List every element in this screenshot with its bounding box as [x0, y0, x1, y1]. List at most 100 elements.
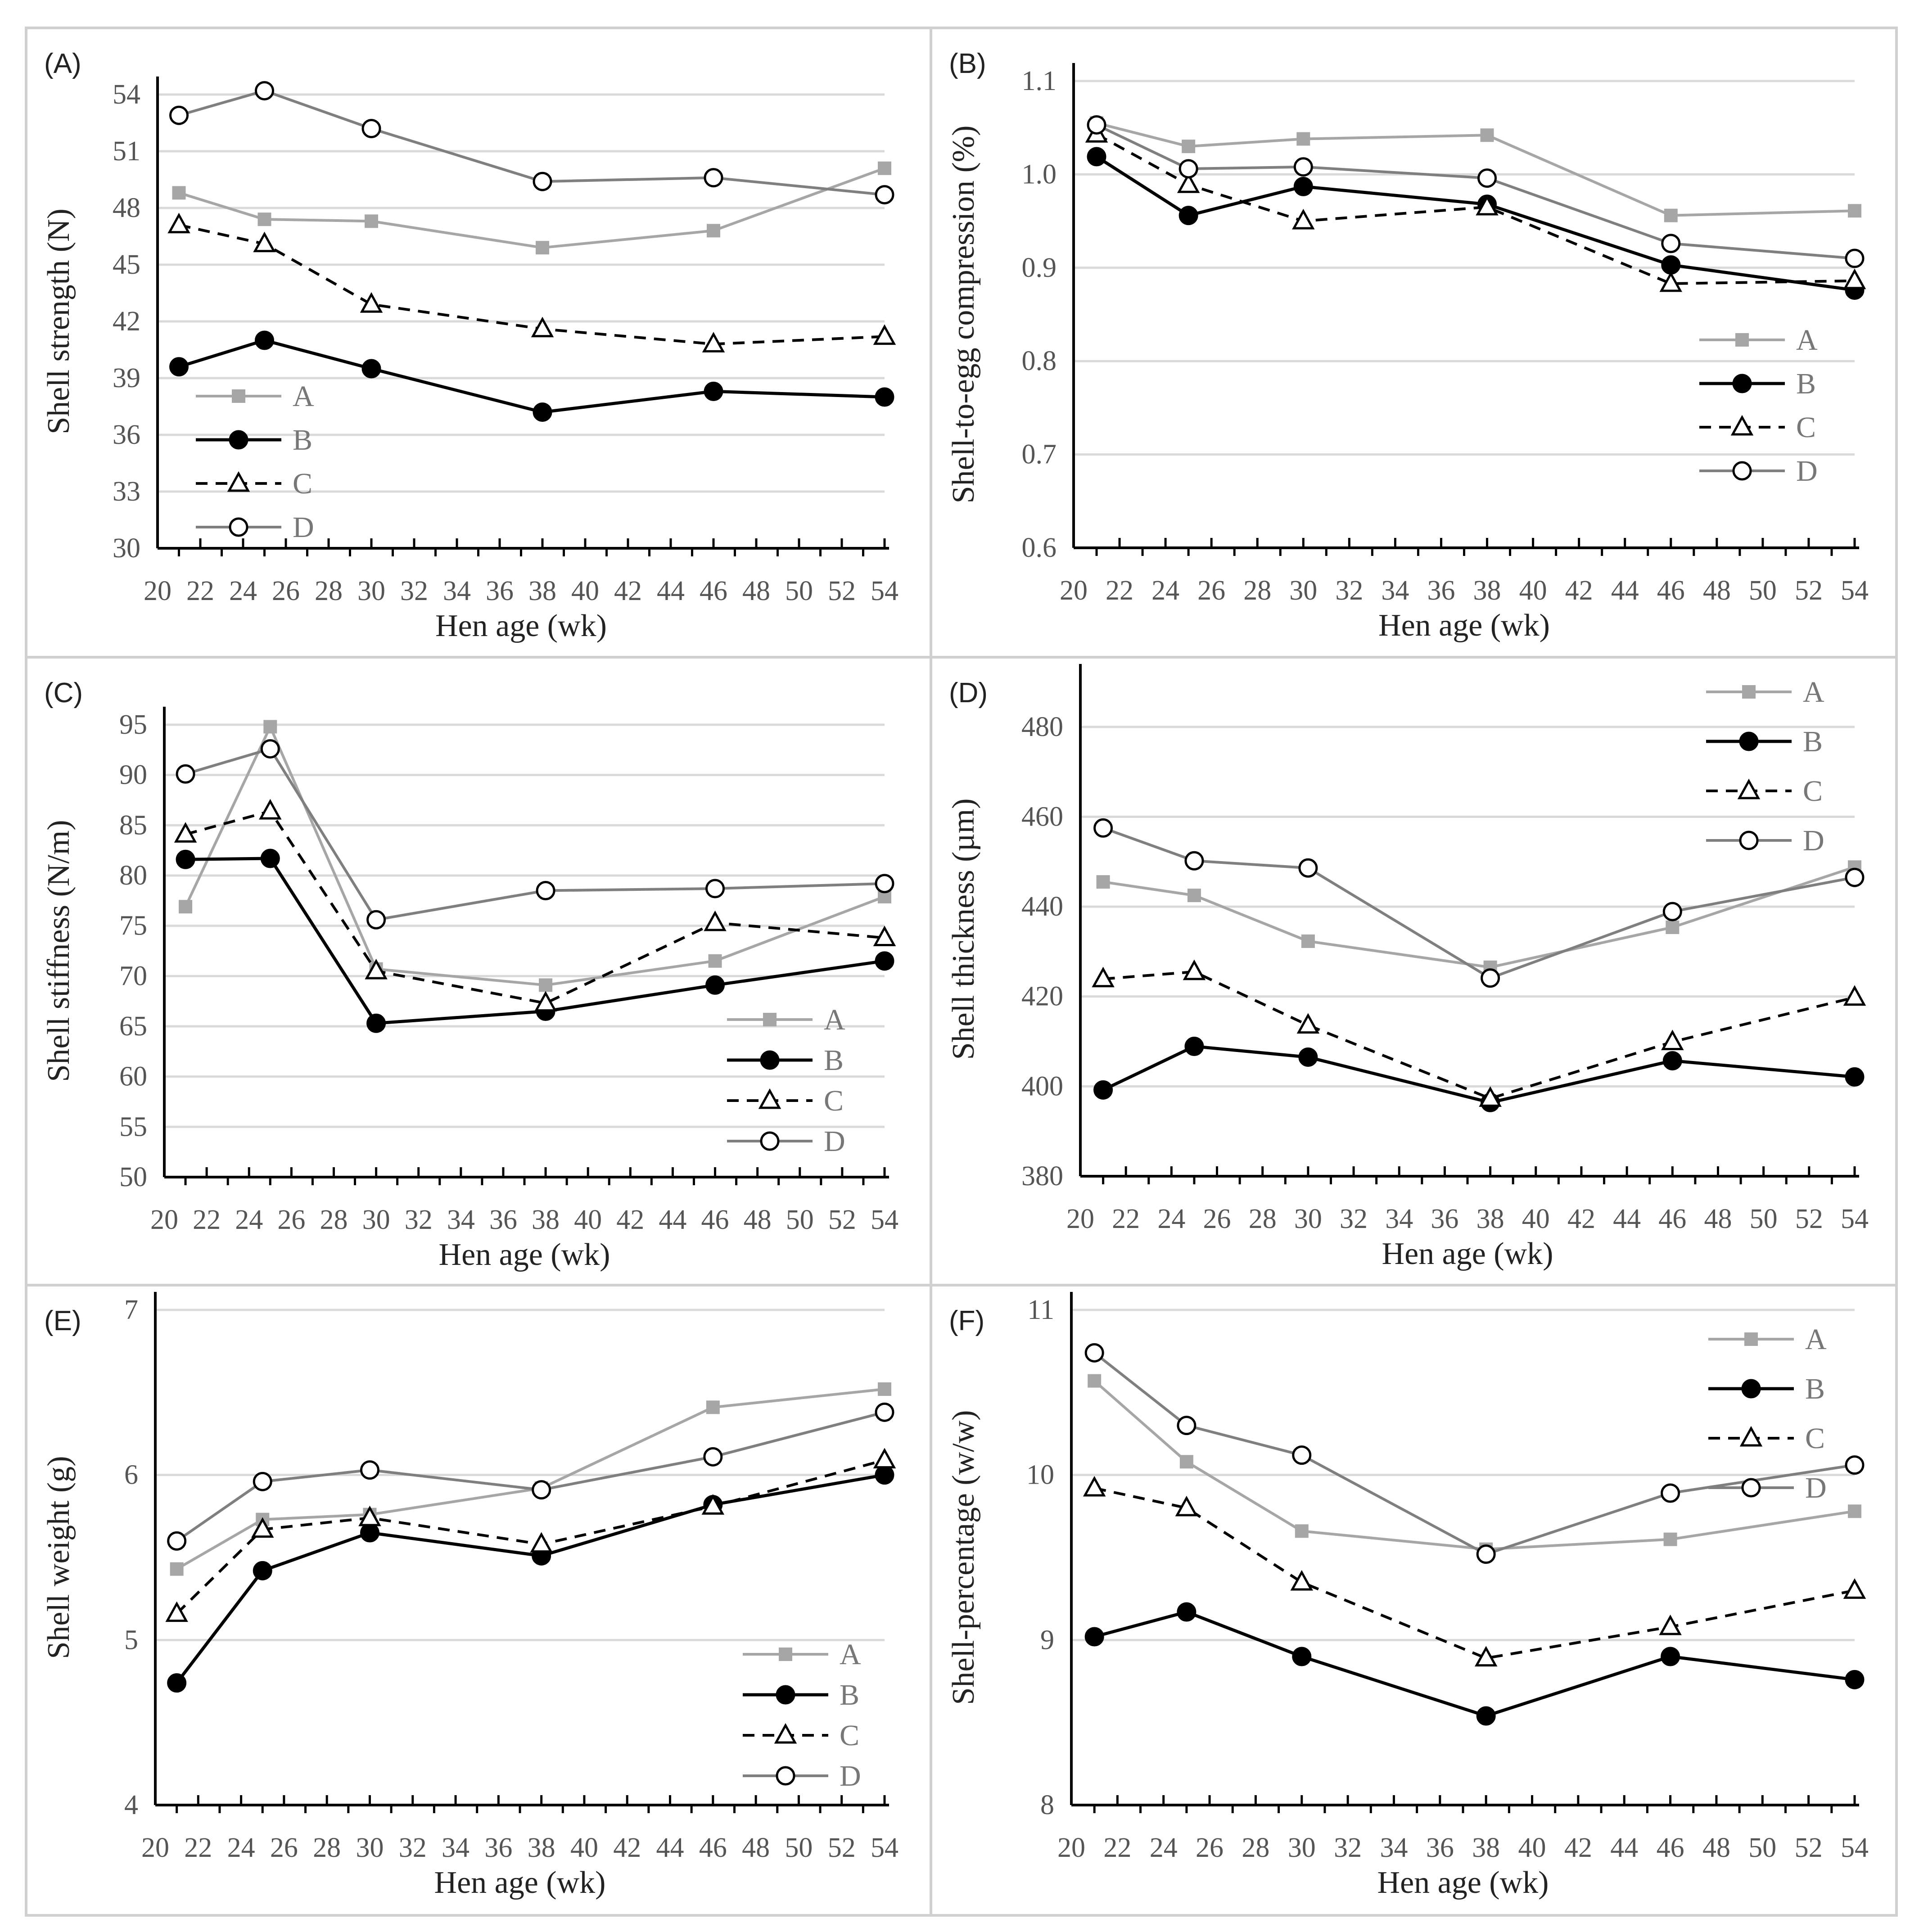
data-point-D — [360, 1460, 379, 1480]
y-tick-label: 1.0 — [1022, 159, 1057, 190]
series-B — [1087, 147, 1865, 300]
data-point-C — [1843, 1578, 1866, 1599]
legend-item-D: D — [196, 511, 314, 544]
data-point-C — [534, 991, 557, 1012]
y-tick-label: 33 — [113, 476, 140, 507]
series-C — [167, 212, 896, 352]
x-tick-label: 46 — [1657, 575, 1685, 606]
series-line-B — [1096, 155, 1855, 292]
x-tick-label: 28 — [1242, 1833, 1269, 1863]
x-tick-label: 40 — [571, 576, 599, 606]
y-tick-label: 70 — [119, 961, 147, 991]
legend-label: C — [1803, 775, 1823, 808]
data-point-C — [1843, 268, 1866, 289]
legend-label: D — [824, 1125, 845, 1158]
data-point-A — [1848, 204, 1861, 218]
y-tick-label: 5 — [124, 1625, 138, 1655]
y-tick-label: 420 — [1021, 981, 1063, 1012]
x-tick-label: 38 — [1472, 1833, 1500, 1863]
panel-label: (F) — [949, 1305, 984, 1336]
x-tick-label: 26 — [270, 1833, 298, 1863]
legend-item-B: B — [743, 1679, 859, 1711]
data-point-D — [1178, 159, 1198, 179]
x-tick-label: 48 — [1702, 1833, 1730, 1863]
chart-panel: (F) 8 9 10 11 20 22 24 26 28 30 32 34 36 38 40 42 44 46 48 5… — [930, 1284, 1898, 1917]
data-point-A — [365, 214, 378, 228]
data-point-D — [704, 168, 723, 188]
data-point-A — [257, 212, 271, 226]
series-line-D — [178, 89, 885, 196]
x-tick-label: 50 — [786, 1205, 814, 1235]
panel-label: (B) — [949, 48, 986, 79]
legend-item-B: B — [1708, 1372, 1825, 1405]
panel-label: (C) — [44, 677, 83, 709]
data-point-C — [1296, 1013, 1320, 1034]
data-point-B — [1292, 1647, 1312, 1666]
data-point-D — [167, 1531, 187, 1551]
data-point-A — [878, 161, 891, 175]
legend-marker-C — [774, 1723, 797, 1744]
data-point-B — [1177, 1602, 1197, 1622]
y-tick-label: 0.7 — [1022, 439, 1057, 470]
legend-label: B — [840, 1679, 859, 1711]
x-tick-label: 46 — [701, 1205, 729, 1235]
x-tick-label: 32 — [405, 1205, 433, 1235]
data-point-D — [255, 81, 274, 101]
series-line-C — [1094, 1487, 1855, 1660]
y-tick-label: 400 — [1021, 1071, 1063, 1101]
data-point-B — [169, 357, 189, 377]
series-D — [1084, 1343, 1865, 1564]
data-point-D — [176, 764, 195, 784]
x-tick-label: 46 — [699, 1833, 727, 1863]
x-tick-label: 50 — [1748, 1833, 1776, 1863]
x-tick-label: 32 — [400, 576, 428, 606]
data-point-B — [255, 330, 274, 350]
chart-panel: (E) 4 5 6 7 20 22 24 26 28 30 32 34 36 38 40 42 44 46 48 50 5… — [25, 1284, 932, 1917]
x-tick-label: 40 — [570, 1833, 598, 1863]
y-tick-label: 55 — [119, 1111, 147, 1142]
x-tick-label: 22 — [1106, 575, 1133, 606]
data-point-D — [1093, 818, 1113, 838]
data-point-C — [1092, 966, 1115, 988]
legend-label: C — [293, 467, 312, 500]
series-C — [1083, 1476, 1866, 1667]
x-axis-title: Hen age (wk) — [1382, 1237, 1553, 1271]
x-tick-label: 52 — [828, 1205, 856, 1235]
series-D — [167, 1402, 894, 1551]
x-tick-label: 48 — [1704, 1204, 1732, 1234]
y-tick-label: 460 — [1021, 801, 1063, 832]
series-line-C — [176, 1458, 885, 1615]
series-D — [176, 739, 894, 930]
x-tick-label: 52 — [828, 1833, 856, 1863]
data-point-A — [1182, 140, 1196, 153]
x-tick-label: 20 — [141, 1833, 169, 1863]
data-point-B — [167, 1673, 187, 1693]
data-point-A — [707, 224, 720, 238]
chart-panel: (A) 30 33 36 39 42 45 48 51 54 20 22 24 26 28 30 32 34 36 3… — [25, 27, 932, 659]
x-tick-label: 30 — [362, 1205, 390, 1235]
legend-marker-B — [1739, 731, 1759, 751]
data-point-B — [361, 359, 381, 379]
x-tick-label: 24 — [229, 576, 257, 606]
data-point-D — [1845, 1455, 1865, 1475]
data-point-D — [875, 185, 894, 205]
data-point-D — [1661, 234, 1681, 253]
x-axis-title: Hen age (wk) — [439, 1237, 610, 1272]
data-point-B — [1093, 1080, 1113, 1100]
series-line-D — [185, 747, 885, 921]
panel-frame — [25, 1284, 932, 1917]
series-line-D — [176, 1411, 885, 1542]
series-line-B — [175, 1473, 885, 1684]
x-tick-label: 24 — [1157, 1204, 1185, 1234]
data-point-C — [1177, 172, 1200, 193]
data-point-A — [1088, 1374, 1102, 1388]
y-tick-label: 4 — [124, 1790, 138, 1820]
series-A — [1096, 860, 1861, 974]
x-tick-label: 42 — [1567, 1204, 1595, 1234]
series-C — [165, 1448, 896, 1622]
x-tick-label: 52 — [828, 576, 856, 606]
x-tick-label: 32 — [1335, 575, 1363, 606]
legend-item-A: A — [727, 1003, 845, 1036]
legend-marker-D — [1739, 831, 1759, 850]
x-tick-label: 42 — [1565, 575, 1593, 606]
